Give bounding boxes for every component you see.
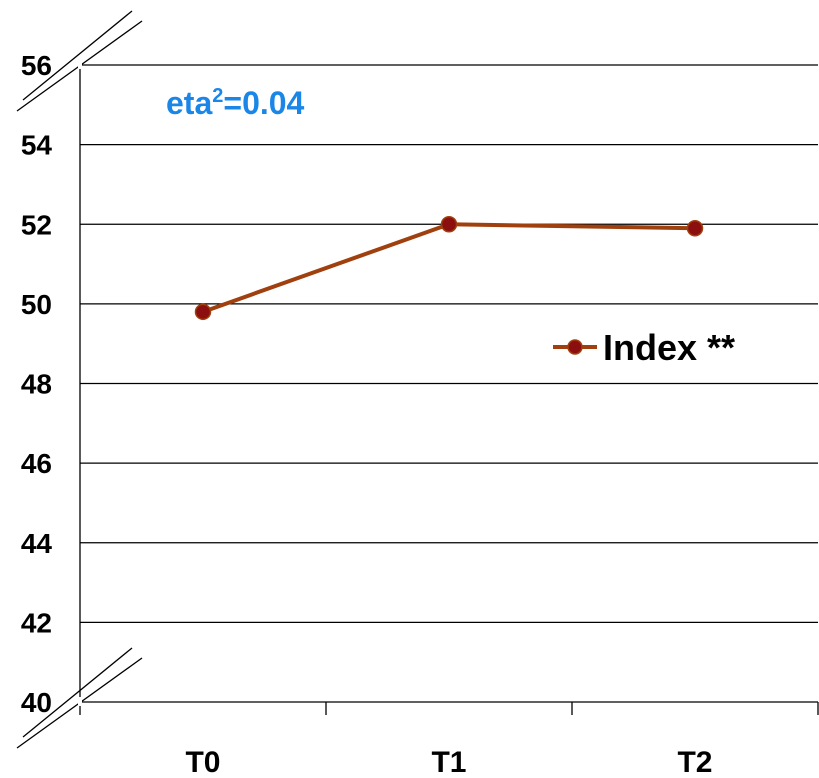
annotation-superscript: 2 [212,85,223,107]
y-tick-label-52: 52 [21,209,52,240]
y-tick-label-56: 56 [21,50,52,81]
eta-squared-annotation: eta2=0.04 [166,85,305,121]
legend-label: Index ** [603,327,735,368]
y-tick-label-40: 40 [21,687,52,718]
annotation-base: eta [166,85,212,121]
legend-marker [567,339,583,355]
data-point-T2 [686,219,704,237]
annotation-value: =0.04 [223,85,304,121]
axis-break-top [16,10,143,112]
y-tick-label-42: 42 [21,607,52,638]
y-tick-labels: 40 42 44 46 48 50 52 54 56 [21,50,53,718]
series-layer [194,216,704,321]
x-tick-labels: T0 T1 T2 [185,746,712,778]
y-tick-label-50: 50 [21,289,52,320]
legend: Index ** [553,327,735,368]
axes [16,10,819,749]
y-tick-label-48: 48 [21,369,52,400]
data-point-T1 [440,216,458,233]
y-tick-label-54: 54 [21,130,53,161]
y-tick-label-44: 44 [21,528,53,559]
x-tick-label-T0: T0 [185,746,220,778]
data-point-T0 [194,303,212,321]
axis-break-bottom [16,647,143,749]
x-tick-label-T1: T1 [431,746,466,778]
series-line-0 [202,222,696,314]
y-tick-label-46: 46 [21,448,52,479]
x-tick-label-T2: T2 [677,746,712,778]
